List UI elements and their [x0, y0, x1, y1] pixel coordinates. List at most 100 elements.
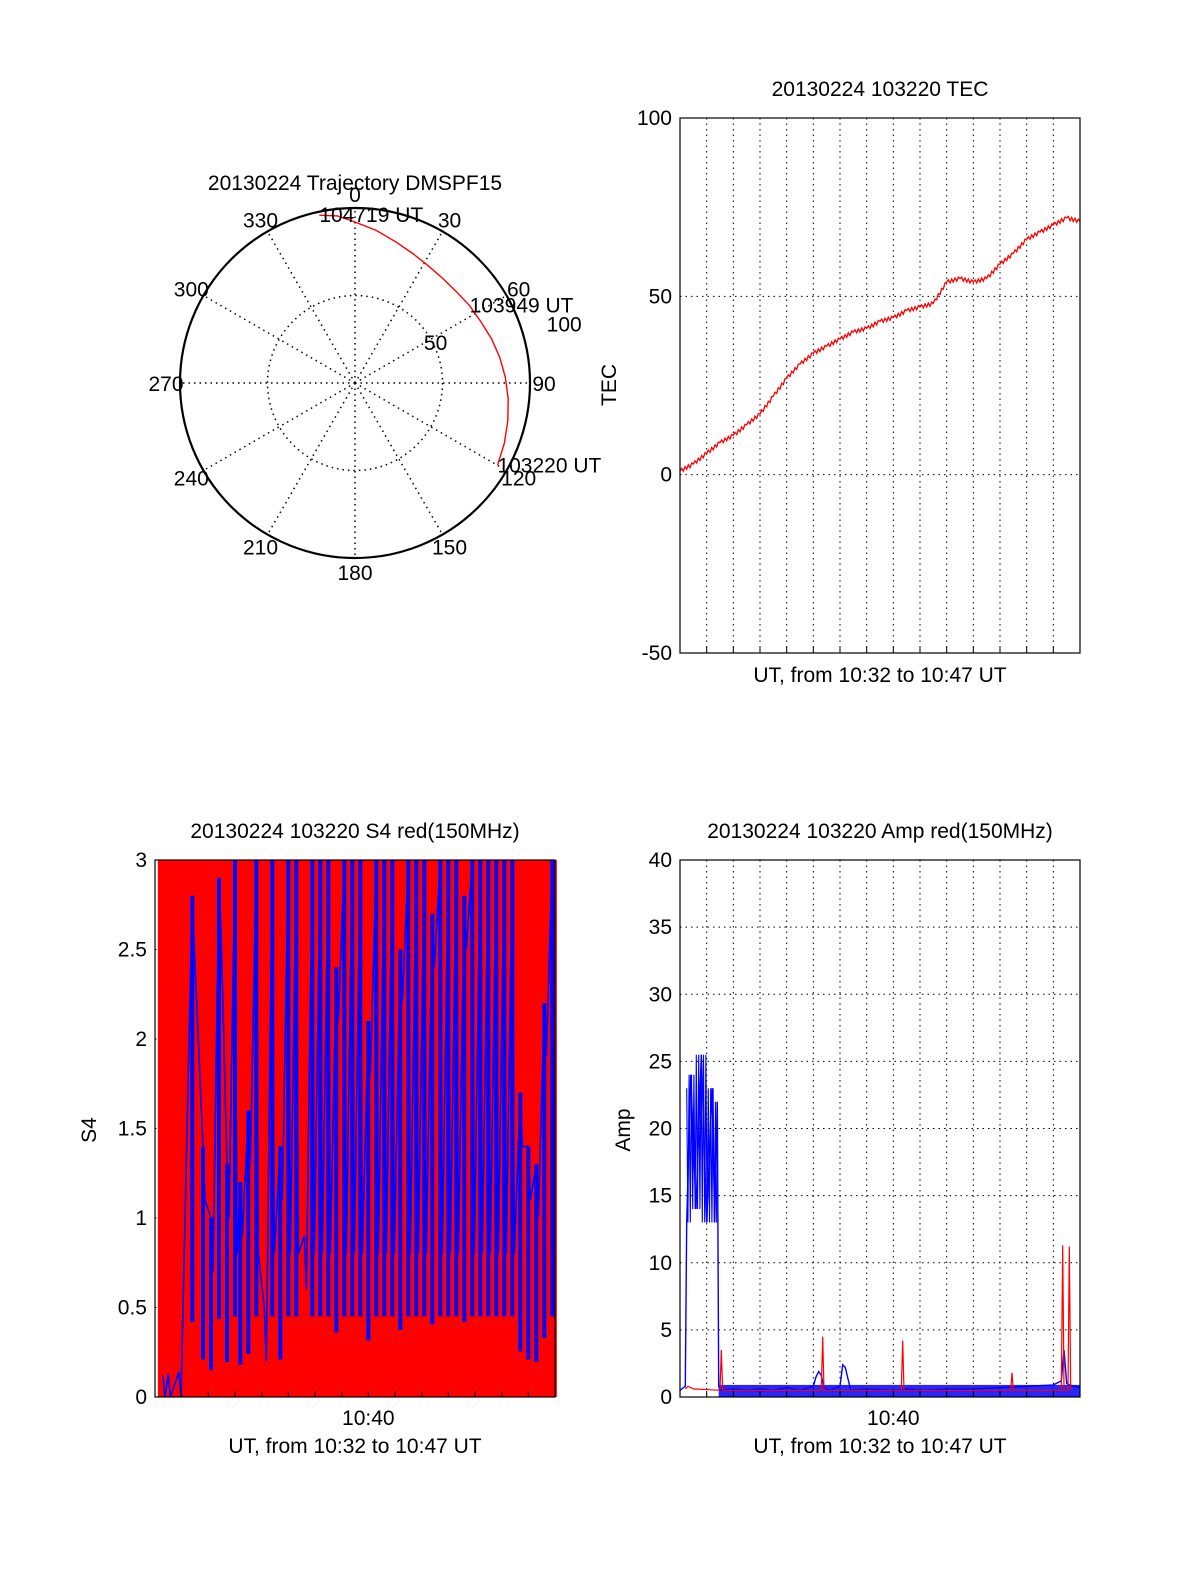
s4-red-band [315, 860, 321, 1397]
s4-blue-band [454, 860, 459, 1317]
s4-blue-band [233, 860, 237, 1317]
amp-chart-title: 20130224 103220 Amp red(150MHz) [707, 820, 1053, 843]
polar-grid [178, 206, 532, 560]
tec-line-chart: 20130224 103220 TEC -50 0 50 100 UT, from 1… [637, 78, 1081, 687]
s4-blue-band [446, 860, 451, 1317]
s4-blue-band [326, 860, 331, 1317]
s4-blue-band [526, 1146, 531, 1360]
tec-x-axis-label: UT, from 10:32 to 10:47 UT [753, 664, 1006, 687]
s4-red-band [353, 860, 363, 1397]
s4-red-band [227, 860, 233, 1397]
s4-red-band [256, 860, 262, 1397]
tec-grid [680, 118, 1080, 653]
s4-red-band [178, 860, 188, 1397]
s4-y-ticks: 0 0.5 1 1.5 2 2.5 3 [118, 849, 147, 1409]
s4-red-band [533, 860, 543, 1397]
s4-y-tick-label: 1 [135, 1207, 147, 1230]
s4-blue-band [390, 860, 395, 1317]
s4-blue-band [502, 860, 507, 1317]
polar-angle-label: 210 [243, 537, 278, 560]
tec-chart-title: 20130224 103220 TEC [772, 78, 989, 101]
s4-blue-band [398, 949, 403, 1330]
tec-y-tick-label: 0 [660, 464, 672, 487]
trajectory-time-annotation: 103220 UT [497, 454, 601, 477]
s4-x-axis-label: UT, from 10:32 to 10:47 UT [228, 1435, 481, 1458]
s4-blue-band [366, 1021, 371, 1341]
s4-blue-band [342, 860, 347, 1317]
amp-y-axis-label: Amp [612, 1108, 635, 1151]
amp-y-tick-label: 20 [649, 1118, 672, 1141]
amp-line-chart: 20130224 103220 Amp red(150MHz) 0 5 10 15 20… [612, 820, 1081, 1458]
s4-blue-band [278, 1146, 283, 1360]
amp-y-tick-label: 0 [660, 1386, 672, 1409]
s4-blue-band [201, 1146, 205, 1360]
s4-red-band [275, 860, 283, 1397]
s4-blue-band [334, 967, 339, 1333]
tec-y-tick-label: -50 [642, 642, 672, 665]
trajectory-time-annotation: 104719 UT [319, 204, 423, 227]
amp-y-tick-label: 30 [649, 983, 672, 1006]
polar-angle-label: 330 [243, 209, 278, 232]
tec-y-ticks: -50 0 50 100 [637, 107, 672, 665]
tec-y-tick-label: 50 [649, 285, 672, 308]
polar-radial-label: 50 [424, 332, 447, 355]
s4-red-band [360, 860, 366, 1397]
amp-y-tick-label: 15 [649, 1185, 672, 1208]
s4-blue-band [254, 860, 259, 1317]
s4-blue-line [162, 859, 556, 1398]
s4-blue-band [478, 860, 483, 1317]
s4-red-band [319, 860, 327, 1397]
s4-blue-band [430, 913, 435, 1325]
s4-y-tick-label: 0.5 [118, 1297, 147, 1320]
s4-red-band [514, 860, 522, 1397]
s4-red-band [300, 860, 306, 1397]
polar-radial-labels: 50 100 [424, 314, 582, 355]
s4-y-tick-label: 0 [135, 1386, 147, 1409]
s4-blue-band [422, 860, 427, 1317]
s4-red-band [435, 860, 441, 1397]
s4-blue-band [374, 860, 379, 1317]
polar-angle-label: 60 [507, 279, 530, 302]
polar-annotations: 104719 UT 103949 UT 103220 UT [319, 204, 601, 477]
s4-blue-band [438, 860, 443, 1317]
polar-spoke [354, 382, 444, 535]
s4-red-band [241, 860, 247, 1397]
polar-angle-label: 180 [337, 562, 372, 585]
s4-red-band [234, 860, 244, 1397]
trajectory-time-annotation: 103949 UT [470, 295, 574, 318]
polar-angle-label: 0 [349, 184, 361, 207]
amp-y-tick-label: 35 [649, 916, 672, 939]
s4-red-band [294, 860, 304, 1397]
polar-angle-labels: 0 30 60 90 120 150 180 210 240 270 300 330 [148, 184, 555, 585]
s4-blue-band [486, 860, 491, 1317]
polar-series [319, 214, 509, 466]
amp-y-ticks: 0 5 10 15 20 25 30 35 40 [649, 849, 672, 1409]
s4-chart-title: 20130224 103220 S4 red(150MHz) [190, 820, 519, 843]
s4-blue-band [462, 895, 467, 1322]
s4-blue-band [494, 860, 499, 1317]
s4-red-band [480, 860, 486, 1397]
s4-y-tick-label: 2 [135, 1028, 147, 1051]
s4-plot-frame [154, 859, 556, 1398]
s4-line-chart: 20130224 103220 S4 red(150MHz) 0 0.5 1 1.5 2… [78, 820, 557, 1458]
s4-red-band [394, 860, 402, 1397]
polar-angle-label: 120 [501, 468, 536, 491]
s4-red-band [219, 860, 229, 1397]
s4-red-band [205, 860, 215, 1397]
s4-blue-band [534, 1164, 539, 1363]
s4-blue-band [318, 860, 323, 1317]
trajectory-y-axis-label: TEC [598, 364, 621, 406]
polar-spoke [266, 231, 356, 384]
polar-outer-circle [178, 206, 532, 560]
s4-x-ticks: 10:40 [181, 1391, 529, 1430]
polar-ring-50 [266, 294, 444, 472]
polar-angle-label: 300 [174, 279, 209, 302]
s4-blue-band [406, 860, 411, 1317]
trajectory-polar-chart: 20130224 Trajectory DMSPF15 0 30 60 90 120 15… [148, 172, 621, 585]
s4-red-band [157, 860, 163, 1397]
s4-red-band [290, 860, 298, 1397]
s4-red-band [382, 860, 392, 1397]
s4-blue-band [550, 860, 555, 1317]
s4-blue-band [270, 860, 275, 1317]
s4-red-band [464, 860, 470, 1397]
